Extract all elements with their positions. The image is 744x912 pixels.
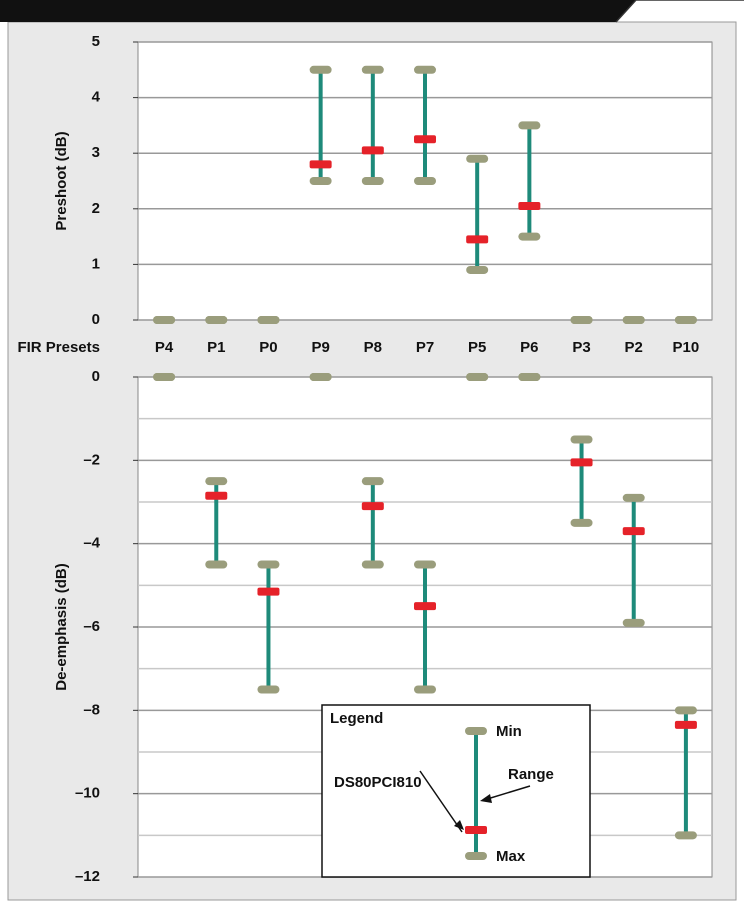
y-tick-label: 3 <box>92 144 100 161</box>
y-tick-label: 5 <box>92 33 100 50</box>
legend-arrowhead <box>454 820 464 830</box>
x-tick-label: P4 <box>155 339 174 356</box>
min-max-marker <box>361 560 384 569</box>
typical-marker <box>570 458 593 467</box>
y-tick-label: 1 <box>92 255 100 272</box>
x-tick-label: P8 <box>364 339 382 356</box>
legend-arrow <box>419 770 463 833</box>
typical-marker <box>414 602 436 611</box>
y-tick-label: 0 <box>92 311 100 328</box>
header-bar <box>0 0 636 22</box>
x-tick-label: P1 <box>207 339 225 356</box>
y-tick-label: 4 <box>92 89 101 106</box>
legend: Legend Min Max DS80PCI810 Range <box>321 704 591 878</box>
legend-label: Range <box>508 766 554 783</box>
min-max-marker <box>257 685 280 694</box>
min-max-marker <box>674 316 697 324</box>
min-max-marker <box>309 65 332 74</box>
min-max-marker <box>466 154 489 163</box>
min-max-marker <box>153 316 176 324</box>
min-max-marker <box>518 232 541 241</box>
y-tick-label: –2 <box>83 451 100 468</box>
min-max-marker <box>309 373 332 381</box>
min-max-marker <box>205 560 228 569</box>
min-max-marker <box>518 121 541 130</box>
y-tick-label: –8 <box>83 701 100 718</box>
min-max-marker <box>361 477 384 486</box>
x-tick-label: P2 <box>625 339 643 356</box>
legend-arrow <box>483 785 531 801</box>
min-max-marker <box>361 177 384 185</box>
min-max-marker <box>674 706 697 715</box>
legend-arrowhead <box>480 794 492 803</box>
min-max-marker <box>153 373 176 381</box>
y-axis-label: Preshoot (dB) <box>53 131 70 230</box>
min-max-marker <box>570 518 593 527</box>
min-max-marker <box>361 65 384 74</box>
min-max-marker <box>570 435 593 444</box>
typical-marker <box>309 160 332 169</box>
legend-label: Min <box>496 723 522 740</box>
min-max-marker <box>414 65 436 74</box>
typical-marker <box>518 202 541 211</box>
y-tick-label: –10 <box>75 785 100 802</box>
typical-marker <box>361 146 384 155</box>
x-tick-label: P0 <box>259 339 277 356</box>
min-max-marker <box>257 316 280 324</box>
legend-label: DS80PCI810 <box>334 774 422 791</box>
min-max-marker <box>518 373 541 381</box>
typical-marker <box>361 502 384 511</box>
x-tick-label: P5 <box>468 339 486 356</box>
min-max-marker <box>570 316 593 324</box>
legend-max <box>465 852 487 860</box>
legend-min <box>465 727 487 735</box>
min-max-marker <box>257 560 280 569</box>
legend-title: Legend <box>330 710 383 727</box>
x-axis-label: FIR Presets <box>17 339 100 356</box>
y-tick-label: –12 <box>75 868 100 885</box>
min-max-marker <box>205 477 228 486</box>
typical-marker <box>622 527 645 536</box>
min-max-marker <box>205 316 228 324</box>
y-axis-label: De-emphasis (dB) <box>53 563 70 691</box>
y-tick-label: 0 <box>92 368 100 385</box>
min-max-marker <box>414 685 436 694</box>
min-max-marker <box>674 831 697 840</box>
min-max-marker <box>466 373 489 381</box>
y-tick-label: –6 <box>83 618 100 635</box>
legend-typical <box>465 826 487 834</box>
min-max-marker <box>466 265 489 274</box>
min-max-marker <box>622 316 645 324</box>
min-max-marker <box>414 177 436 185</box>
typical-marker <box>205 491 228 500</box>
typical-marker <box>414 135 436 144</box>
y-tick-label: –4 <box>83 535 100 552</box>
min-max-marker <box>622 493 645 502</box>
x-tick-label: P9 <box>311 339 329 356</box>
typical-marker <box>674 720 697 729</box>
y-tick-label: 2 <box>92 200 100 217</box>
min-max-marker <box>622 618 645 627</box>
typical-marker <box>466 235 489 244</box>
legend-label: Max <box>496 848 526 865</box>
x-tick-label: P7 <box>416 339 434 356</box>
x-tick-label: P10 <box>673 339 700 356</box>
legend-box <box>321 704 591 878</box>
min-max-marker <box>414 560 436 569</box>
header-tab <box>615 0 744 23</box>
x-tick-label: P6 <box>520 339 538 356</box>
min-max-marker <box>309 177 332 185</box>
x-tick-label: P3 <box>572 339 590 356</box>
typical-marker <box>257 587 280 596</box>
